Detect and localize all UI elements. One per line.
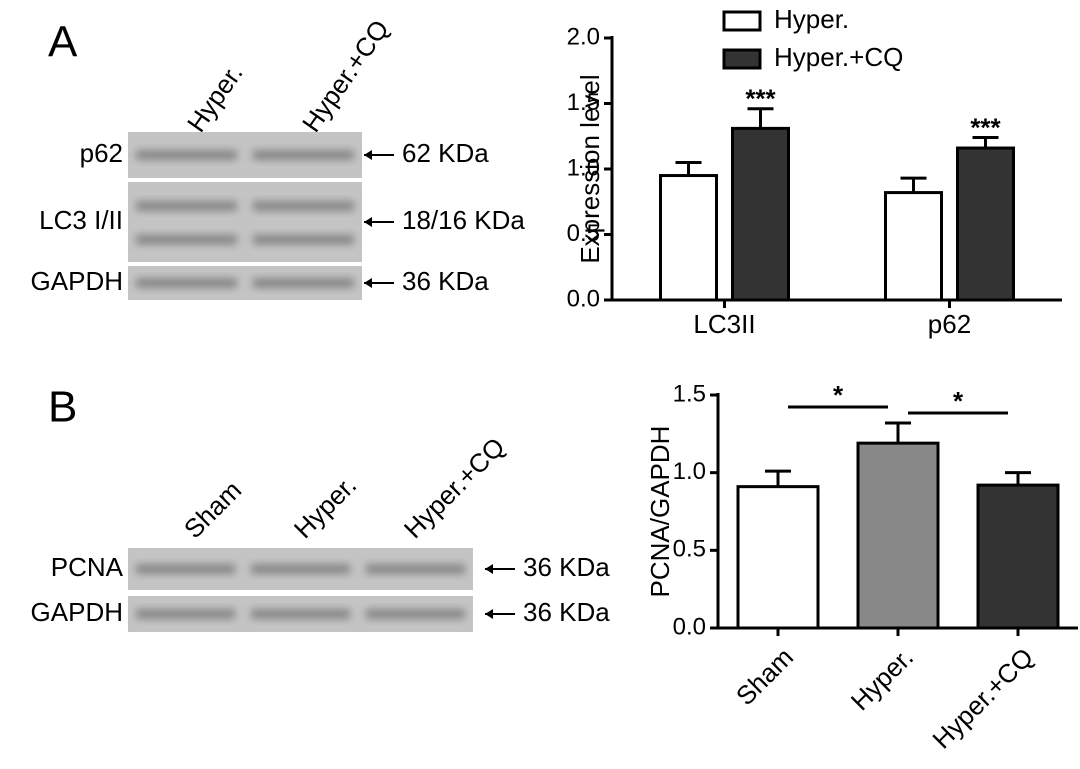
lane-label: Hyper.+CQ xyxy=(296,14,395,137)
y-tick-label: 0.5 xyxy=(567,220,600,247)
bar xyxy=(736,485,820,630)
bar xyxy=(976,483,1060,630)
row-label: PCNA xyxy=(51,552,124,582)
significance: *** xyxy=(970,112,1001,142)
blot-strip xyxy=(128,182,362,262)
blot-band xyxy=(136,564,235,574)
blot-band xyxy=(253,201,354,211)
lane-label: Hyper. xyxy=(181,59,249,138)
arrow-head xyxy=(364,150,372,160)
row-label: GAPDH xyxy=(31,266,123,296)
blot-band xyxy=(251,564,350,574)
y-tick-label: 1.5 xyxy=(673,380,706,407)
axis xyxy=(716,393,1078,630)
y-axis-label: PCNA/GAPDH xyxy=(645,426,675,598)
significance: *** xyxy=(745,84,776,114)
legend-swatch xyxy=(722,10,762,32)
bar xyxy=(884,191,943,302)
arrow-head xyxy=(364,278,372,288)
size-label: 36 KDa xyxy=(523,552,610,582)
arrow-head xyxy=(485,609,493,619)
y-axis-label: Expression level xyxy=(575,74,605,263)
legend-label: Hyper.+CQ xyxy=(774,42,903,72)
panel-label: B xyxy=(48,383,77,432)
size-label: 62 KDa xyxy=(402,138,489,168)
y-tick-label: 1.5 xyxy=(567,89,600,116)
y-tick-label: 1.0 xyxy=(673,458,706,485)
bar xyxy=(659,174,718,302)
size-label: 18/16 KDa xyxy=(402,205,525,235)
blot-band xyxy=(136,150,237,160)
y-tick-label: 0.5 xyxy=(673,536,706,563)
panel-label: A xyxy=(48,18,78,67)
x-tick-label: Hyper.+CQ xyxy=(926,642,1039,755)
bar xyxy=(856,441,940,630)
y-tick-label: 0.0 xyxy=(673,613,706,640)
blot-band xyxy=(136,234,237,245)
blot-band xyxy=(366,564,465,574)
lane-label: Hyper. xyxy=(288,470,362,544)
blot-band xyxy=(136,201,237,211)
axis xyxy=(610,36,1062,302)
lane-label: Sham xyxy=(178,475,247,544)
y-tick-label: 0.0 xyxy=(567,285,600,312)
blot-band xyxy=(253,234,354,245)
bar xyxy=(956,146,1015,302)
x-tick-label: Hyper. xyxy=(845,642,919,716)
significance: * xyxy=(833,380,844,410)
lane-label: Hyper.+CQ xyxy=(398,431,511,544)
legend-swatch xyxy=(722,48,762,70)
blot-band xyxy=(366,609,465,619)
row-label: GAPDH xyxy=(31,597,123,627)
bar xyxy=(731,126,790,302)
x-tick-label: Sham xyxy=(730,642,799,711)
blot-band xyxy=(136,278,237,288)
size-label: 36 KDa xyxy=(402,266,489,296)
legend-label: Hyper. xyxy=(774,4,849,34)
blot-band xyxy=(253,150,354,160)
blot-band xyxy=(136,609,235,619)
blot-band xyxy=(251,609,350,619)
y-tick-label: 2.0 xyxy=(567,23,600,50)
arrow-head xyxy=(485,564,493,574)
x-tick-label: p62 xyxy=(928,309,971,339)
row-label: p62 xyxy=(80,138,123,168)
row-label: LC3 I/II xyxy=(39,205,123,235)
significance: * xyxy=(953,386,964,416)
x-tick-label: LC3II xyxy=(693,309,755,339)
y-tick-label: 1.0 xyxy=(567,154,600,181)
blot-band xyxy=(253,278,354,288)
arrow-head xyxy=(364,217,372,227)
size-label: 36 KDa xyxy=(523,597,610,627)
